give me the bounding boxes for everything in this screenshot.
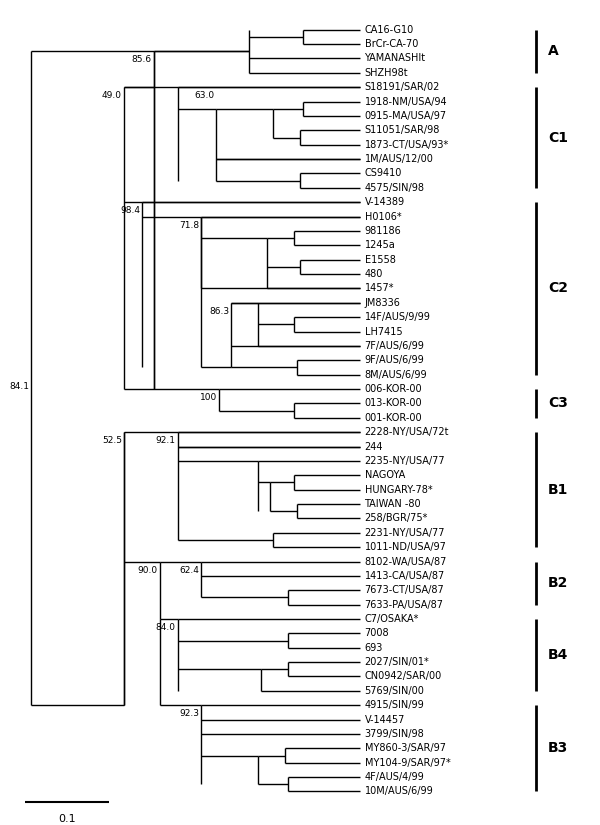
Text: 63.0: 63.0 [194, 92, 215, 101]
Text: C3: C3 [548, 397, 568, 410]
Text: 2228-NY/USA/72t: 2228-NY/USA/72t [365, 427, 449, 437]
Text: 7673-CT/USA/87: 7673-CT/USA/87 [365, 585, 444, 596]
Text: S18191/SAR/02: S18191/SAR/02 [365, 82, 440, 92]
Text: E1558: E1558 [365, 255, 395, 265]
Text: 244: 244 [365, 441, 383, 451]
Text: MY104-9/SAR/97*: MY104-9/SAR/97* [365, 757, 450, 768]
Text: 480: 480 [365, 269, 383, 279]
Text: 3799/SIN/98: 3799/SIN/98 [365, 729, 424, 739]
Text: 013-KOR-00: 013-KOR-00 [365, 398, 422, 408]
Text: 7008: 7008 [365, 629, 389, 639]
Text: B1: B1 [548, 483, 568, 497]
Text: B2: B2 [548, 576, 568, 590]
Text: TAIWAN -80: TAIWAN -80 [365, 499, 421, 509]
Text: 981186: 981186 [365, 226, 401, 236]
Text: SHZH98t: SHZH98t [365, 68, 408, 78]
Text: 7F/AUS/6/99: 7F/AUS/6/99 [365, 341, 424, 351]
Text: 8M/AUS/6/99: 8M/AUS/6/99 [365, 370, 427, 380]
Text: YAMANASHIt: YAMANASHIt [365, 54, 425, 64]
Text: 693: 693 [365, 643, 383, 653]
Text: 4F/AUS/4/99: 4F/AUS/4/99 [365, 772, 424, 782]
Text: CS9410: CS9410 [365, 168, 402, 178]
Text: MY860-3/SAR/97: MY860-3/SAR/97 [365, 743, 445, 753]
Text: 006-KOR-00: 006-KOR-00 [365, 384, 422, 394]
Text: 4575/SIN/98: 4575/SIN/98 [365, 183, 425, 193]
Text: V-14457: V-14457 [365, 714, 405, 724]
Text: C1: C1 [548, 130, 568, 144]
Text: B3: B3 [548, 742, 568, 756]
Text: JM8336: JM8336 [365, 298, 400, 308]
Text: 2027/SIN/01*: 2027/SIN/01* [365, 657, 429, 667]
Text: CN0942/SAR/00: CN0942/SAR/00 [365, 672, 442, 681]
Text: 100: 100 [200, 393, 218, 402]
Text: 90.0: 90.0 [138, 566, 158, 574]
Text: 10M/AUS/6/99: 10M/AUS/6/99 [365, 786, 433, 796]
Text: 92.1: 92.1 [156, 436, 176, 446]
Text: 86.3: 86.3 [209, 307, 230, 316]
Text: B4: B4 [548, 648, 568, 662]
Text: 71.8: 71.8 [179, 220, 200, 229]
Text: S11051/SAR/98: S11051/SAR/98 [365, 125, 440, 135]
Text: 0915-MA/USA/97: 0915-MA/USA/97 [365, 111, 446, 121]
Text: 1457*: 1457* [365, 284, 394, 294]
Text: 1011-ND/USA/97: 1011-ND/USA/97 [365, 542, 446, 552]
Text: HUNGARY-78*: HUNGARY-78* [365, 484, 432, 495]
Text: 62.4: 62.4 [180, 566, 200, 574]
Text: 1245a: 1245a [365, 240, 395, 250]
Text: 4915/SIN/99: 4915/SIN/99 [365, 700, 424, 710]
Text: 0.1: 0.1 [58, 814, 76, 824]
Text: NAGOYA: NAGOYA [365, 470, 405, 480]
Text: 84.0: 84.0 [156, 623, 176, 632]
Text: H0106*: H0106* [365, 211, 401, 222]
Text: CA16-G10: CA16-G10 [365, 25, 414, 35]
Text: 1M/AUS/12/00: 1M/AUS/12/00 [365, 154, 433, 164]
Text: 98.4: 98.4 [120, 206, 140, 215]
Text: 2235-NY/USA/77: 2235-NY/USA/77 [365, 456, 445, 466]
Text: 258/BGR/75*: 258/BGR/75* [365, 513, 428, 523]
Text: 2231-NY/USA/77: 2231-NY/USA/77 [365, 528, 445, 538]
Text: 7633-PA/USA/87: 7633-PA/USA/87 [365, 600, 443, 610]
Text: A: A [548, 45, 559, 59]
Text: C2: C2 [548, 281, 568, 295]
Text: LH7415: LH7415 [365, 327, 402, 337]
Text: C7/OSAKA*: C7/OSAKA* [365, 614, 419, 624]
Text: 001-KOR-00: 001-KOR-00 [365, 412, 422, 422]
Text: 8102-WA/USA/87: 8102-WA/USA/87 [365, 557, 447, 567]
Text: V-14389: V-14389 [365, 197, 404, 207]
Text: 1918-NM/USA/94: 1918-NM/USA/94 [365, 97, 447, 106]
Text: 1873-CT/USA/93*: 1873-CT/USA/93* [365, 139, 449, 149]
Text: 84.1: 84.1 [10, 382, 29, 391]
Text: 5769/SIN/00: 5769/SIN/00 [365, 686, 424, 695]
Text: 1413-CA/USA/87: 1413-CA/USA/87 [365, 571, 445, 581]
Text: 14F/AUS/9/99: 14F/AUS/9/99 [365, 312, 430, 323]
Text: 9F/AUS/6/99: 9F/AUS/6/99 [365, 356, 424, 365]
Text: BrCr-CA-70: BrCr-CA-70 [365, 39, 418, 50]
Text: 49.0: 49.0 [102, 92, 122, 101]
Text: 85.6: 85.6 [132, 55, 152, 64]
Text: 92.3: 92.3 [179, 710, 200, 719]
Text: 52.5: 52.5 [102, 436, 122, 446]
